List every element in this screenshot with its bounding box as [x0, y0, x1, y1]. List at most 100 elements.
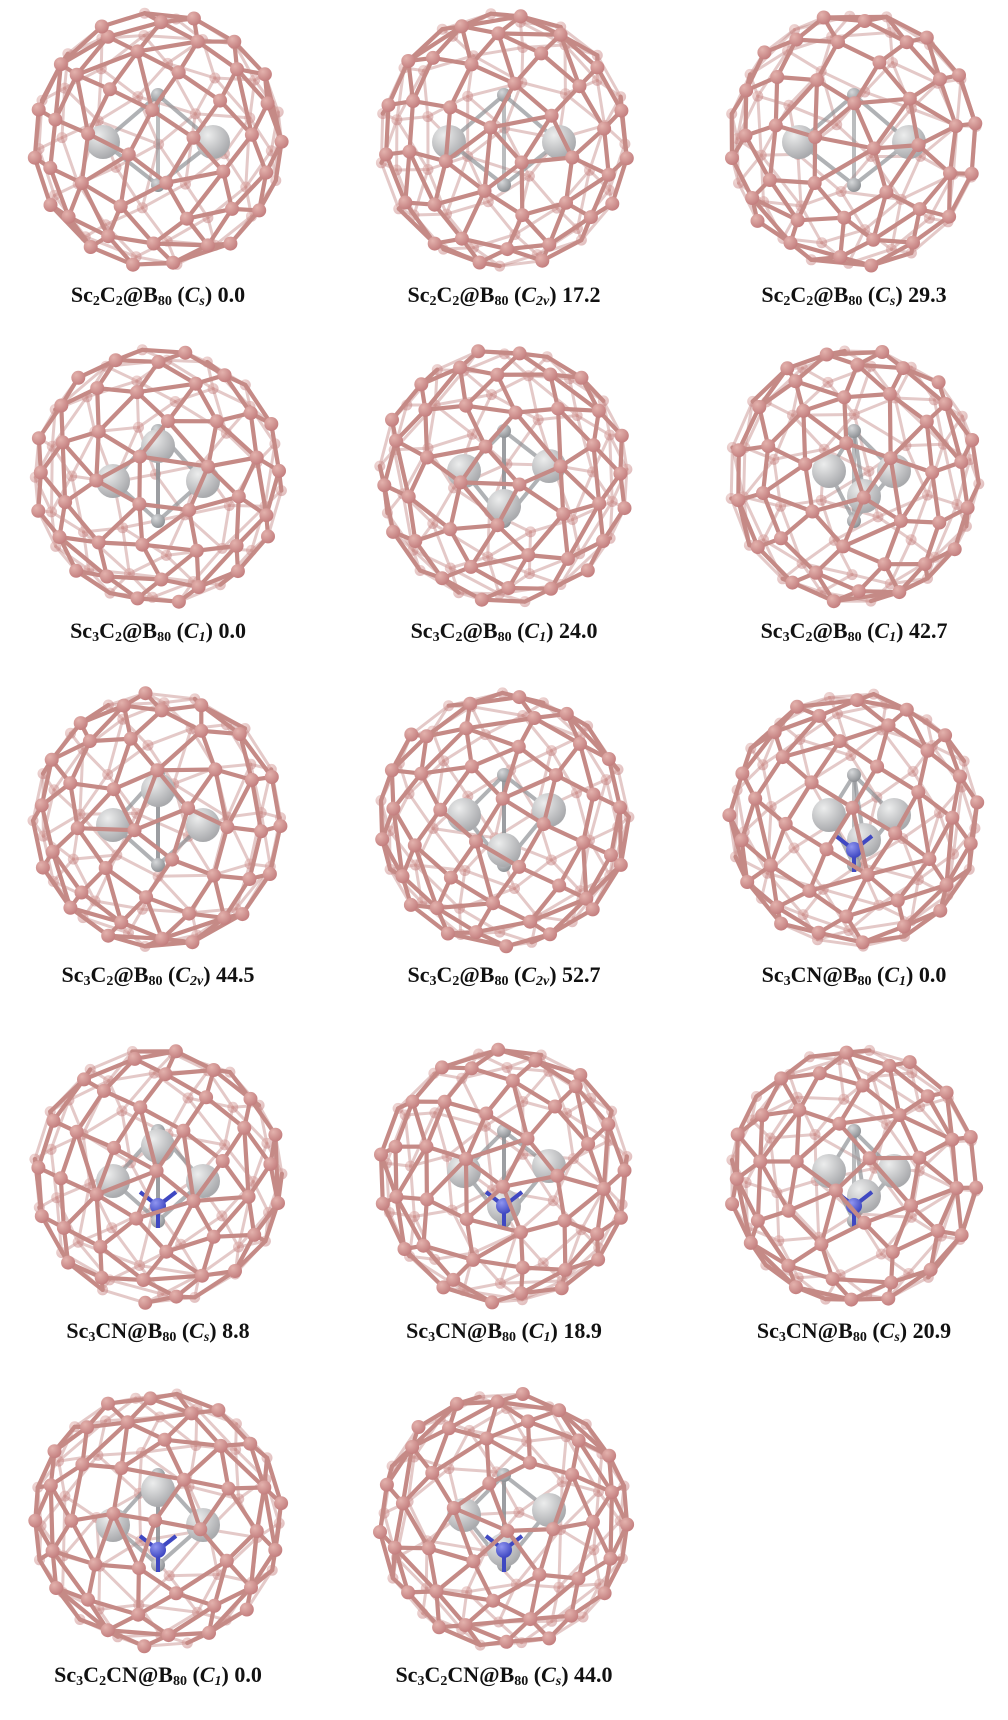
bond-line [442, 759, 470, 798]
boron-atom [951, 499, 963, 510]
bond-line [898, 470, 935, 523]
boron-atom [479, 1431, 494, 1446]
bond-line [421, 1243, 456, 1282]
bond-line [60, 136, 80, 186]
molecule-structure [27, 7, 289, 272]
bond-line [98, 1564, 141, 1607]
bond-line [193, 76, 217, 116]
formula-subscript: 80 [502, 1330, 517, 1345]
bond-line [547, 215, 593, 247]
boron-atom [106, 782, 121, 797]
boron-atom [483, 120, 498, 135]
bond-line [137, 400, 177, 429]
boron-atom [617, 501, 632, 516]
bond-line [486, 510, 491, 559]
bond-line [509, 749, 553, 772]
boron-atom [53, 1455, 65, 1467]
bond-line [893, 396, 908, 448]
bond-line [409, 1401, 460, 1450]
bond-line [118, 204, 156, 246]
formula-text: Sc [54, 1662, 77, 1687]
boron-atom [763, 858, 778, 873]
boron-atom [194, 698, 209, 713]
bond-line [166, 1603, 217, 1638]
bond-line [916, 789, 955, 820]
boron-atom [567, 514, 578, 525]
bond-line [563, 1231, 600, 1272]
bond-line [467, 1428, 498, 1474]
boron-atom [94, 1270, 109, 1285]
symmetry-label: C1 [183, 618, 206, 645]
bond-line [950, 1137, 959, 1191]
bond-line [220, 1158, 251, 1199]
symmetry-subscript: s [555, 1674, 562, 1689]
bond-line [222, 373, 253, 416]
bond-line [551, 1472, 575, 1532]
bond-line [451, 1505, 510, 1533]
bond-line [549, 113, 575, 160]
bond-line [163, 1067, 216, 1077]
bond-line [787, 1058, 841, 1076]
boron-atom [949, 1181, 964, 1195]
bond-line [206, 455, 259, 469]
boron-atom [220, 820, 235, 834]
bond-line [378, 1152, 385, 1206]
bond-line [740, 729, 777, 776]
bond-line [483, 410, 518, 449]
bond-line [458, 444, 488, 485]
bond-line [144, 895, 192, 916]
bond-line [541, 772, 559, 827]
bond-line [111, 1465, 124, 1516]
bond-line [852, 413, 871, 473]
bond-line [60, 440, 99, 483]
bond-line [745, 879, 784, 926]
bond-line [807, 888, 849, 919]
boron-atom [919, 30, 934, 45]
bond-line [561, 511, 570, 561]
bond-line [206, 1585, 254, 1635]
bond-line [48, 1483, 55, 1554]
formula-subscript: 80 [514, 1674, 529, 1689]
boron-atom [90, 381, 105, 396]
boron-atom [581, 1137, 596, 1151]
bond-line [221, 132, 254, 174]
bond-line [32, 155, 53, 208]
bond-line [743, 133, 773, 183]
bond-line [95, 385, 101, 434]
molecule-structure [29, 1044, 288, 1310]
bond-line [424, 1099, 447, 1149]
bond-line [887, 391, 929, 424]
bond-line [65, 1260, 105, 1292]
boron-atom [788, 842, 800, 854]
boron-atom [490, 1394, 505, 1409]
boron-atom [231, 489, 246, 504]
formula-subscript: 2 [114, 630, 122, 645]
bond-line [592, 1519, 622, 1552]
boron-atom [120, 1415, 135, 1430]
bond-line [844, 440, 866, 500]
boron-atom [73, 716, 88, 731]
bond-line [254, 1485, 267, 1534]
bond-line [242, 1125, 251, 1199]
bond-line [393, 1099, 415, 1149]
boron-atom [486, 389, 497, 401]
nitrogen-atom [496, 1542, 512, 1558]
bond-line [924, 419, 964, 465]
boron-atom [819, 347, 834, 362]
boron-atom [583, 210, 598, 225]
boron-atom [902, 1055, 917, 1070]
bond-line [195, 39, 240, 72]
bond-line [160, 915, 227, 941]
bond-line [901, 837, 920, 882]
bond-line [442, 1099, 469, 1162]
panel-caption: Sc3C2@B80 (C2v) 52.7 [407, 962, 601, 989]
bond-line [558, 464, 566, 517]
boron-atom [257, 1480, 272, 1495]
boron-atom [186, 11, 201, 26]
symmetry-subscript: 1 [899, 974, 907, 989]
boron-atom [430, 901, 444, 915]
bond-line [790, 580, 836, 604]
bond-line [191, 98, 223, 140]
bond-line [148, 1396, 194, 1416]
molecule-structure [29, 344, 287, 609]
